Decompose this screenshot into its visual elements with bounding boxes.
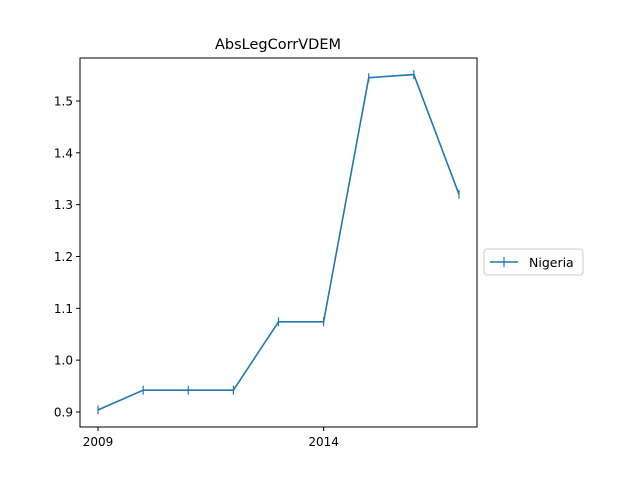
x-tick-label: 2014 — [308, 435, 339, 449]
series-layer — [97, 70, 460, 415]
legend-frame — [483, 248, 584, 276]
plot-area-frame — [79, 57, 478, 428]
y-tick-label: 0.9 — [54, 405, 73, 419]
x-axis-ticks: 2009 2014 — [83, 427, 339, 449]
y-tick-label: 1.3 — [54, 198, 73, 212]
legend: Nigeria — [483, 248, 584, 276]
y-tick-label: 1.4 — [54, 146, 73, 160]
chart-title: AbsLegCorrVDEM — [215, 37, 341, 53]
y-tick-label: 1.2 — [54, 250, 73, 264]
plot-area-background — [80, 58, 477, 427]
legend-label-nigeria: Nigeria — [529, 255, 574, 270]
y-tick-label: 1.5 — [54, 95, 73, 109]
x-tick-label: 2009 — [83, 435, 114, 449]
y-tick-label: 1.0 — [54, 354, 73, 368]
y-axis-ticks: 0.9 1.0 1.1 1.2 1.3 1.4 1.5 — [54, 95, 80, 419]
y-tick-label: 1.1 — [54, 302, 73, 316]
